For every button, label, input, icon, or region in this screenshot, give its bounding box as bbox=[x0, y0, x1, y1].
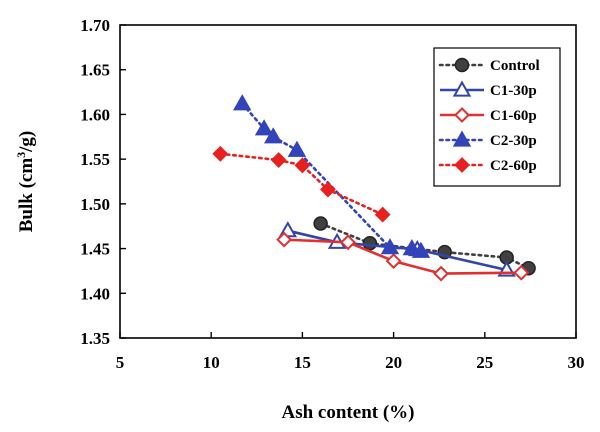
legend-label: C1-60p bbox=[490, 108, 537, 124]
series-control bbox=[313, 216, 536, 276]
y-axis-title-main: Bulk (cm bbox=[16, 158, 37, 233]
y-tick-label: 1.45 bbox=[80, 240, 110, 259]
data-point bbox=[374, 206, 391, 223]
data-point bbox=[362, 235, 378, 251]
legend-item: C1-60p bbox=[440, 107, 537, 124]
series-c2-60p bbox=[212, 145, 391, 223]
x-tick-label: 25 bbox=[476, 353, 493, 372]
y-tick-label: 1.40 bbox=[80, 284, 110, 303]
plot-area bbox=[119, 24, 577, 339]
legend-item: C1-30p bbox=[440, 80, 537, 99]
legend-label: Control bbox=[490, 58, 540, 74]
data-point bbox=[402, 239, 422, 256]
data-point bbox=[287, 140, 307, 157]
x-tick-label: 10 bbox=[203, 353, 220, 372]
data-point bbox=[320, 181, 336, 198]
y-axis-title-sup: 3 bbox=[14, 152, 28, 158]
legend-item: C2-60p bbox=[438, 157, 537, 174]
legend-label: C1-30p bbox=[490, 83, 537, 99]
legend: Control C1-30p C1-60p C2-30p C2-60p bbox=[433, 47, 561, 187]
data-point bbox=[380, 238, 400, 255]
y-tick-label: 1.65 bbox=[80, 61, 110, 80]
data-point bbox=[254, 119, 274, 136]
data-point bbox=[212, 145, 229, 162]
legend-box bbox=[433, 47, 561, 187]
series-line bbox=[287, 229, 507, 272]
y-tick-label: 1.35 bbox=[80, 329, 110, 348]
data-point bbox=[433, 265, 449, 282]
legend-marker bbox=[454, 57, 470, 73]
x-axis-title: Ash content (%) bbox=[282, 402, 415, 423]
data-point bbox=[313, 216, 328, 231]
legend-item: C2-30p bbox=[438, 130, 537, 149]
x-tick-label: 20 bbox=[385, 353, 402, 372]
series-line bbox=[319, 222, 530, 270]
legend-item: Control bbox=[438, 57, 540, 74]
data-point bbox=[385, 253, 402, 270]
data-point bbox=[294, 157, 311, 174]
data-point bbox=[411, 241, 431, 258]
series-c2-30p bbox=[232, 94, 431, 258]
x-tick-label: 5 bbox=[116, 353, 125, 372]
data-point bbox=[340, 234, 356, 251]
x-tick-label: 15 bbox=[294, 353, 311, 372]
data-point bbox=[513, 264, 530, 281]
series-c1-60p bbox=[276, 231, 530, 282]
x-tick-label: 30 bbox=[568, 353, 585, 372]
y-tick-label: 1.70 bbox=[80, 16, 110, 35]
data-point bbox=[263, 127, 283, 144]
y-axis-title-end: /g) bbox=[16, 131, 37, 153]
data-point bbox=[232, 94, 252, 111]
axis-ticks: 1.35 1.40 1.45 1.50 1.55 1.60 1.65 1.70 5 10 15 20 2… bbox=[80, 16, 584, 372]
legend-label: C2-30p bbox=[490, 133, 537, 149]
y-tick-label: 1.60 bbox=[80, 105, 110, 124]
legend-label: C2-60p bbox=[490, 158, 537, 174]
data-point bbox=[276, 231, 293, 248]
legend-marker bbox=[452, 80, 472, 97]
legend-marker bbox=[452, 130, 472, 147]
series-line bbox=[219, 152, 384, 216]
y-tick-label: 1.55 bbox=[80, 150, 110, 169]
legend-marker bbox=[454, 157, 470, 173]
legend-marker bbox=[454, 107, 470, 123]
data-point bbox=[270, 152, 287, 168]
y-tick-label: 1.50 bbox=[80, 195, 110, 214]
series-layer bbox=[212, 94, 536, 282]
y-axis-title: Bulk (cm3/g) bbox=[14, 131, 37, 233]
